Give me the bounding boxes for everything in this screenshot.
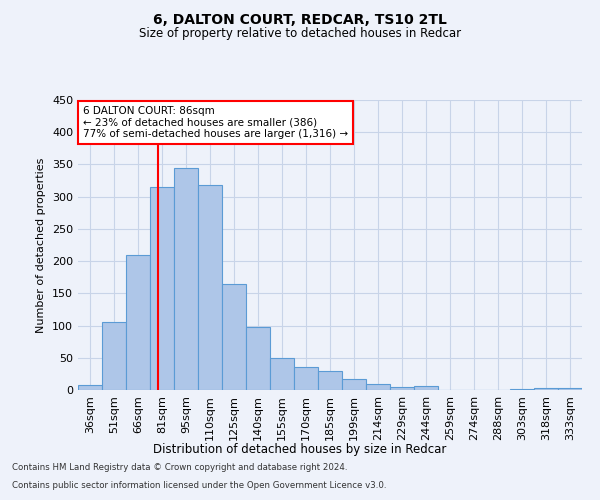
Bar bbox=[294, 368, 318, 390]
Bar bbox=[270, 358, 294, 390]
Bar bbox=[150, 187, 174, 390]
Bar bbox=[414, 386, 438, 390]
Text: Contains public sector information licensed under the Open Government Licence v3: Contains public sector information licen… bbox=[12, 481, 386, 490]
Bar bbox=[198, 185, 222, 390]
Bar bbox=[126, 254, 150, 390]
Bar bbox=[342, 379, 366, 390]
Bar bbox=[102, 322, 126, 390]
Y-axis label: Number of detached properties: Number of detached properties bbox=[37, 158, 46, 332]
Bar bbox=[174, 168, 198, 390]
Text: Contains HM Land Registry data © Crown copyright and database right 2024.: Contains HM Land Registry data © Crown c… bbox=[12, 464, 347, 472]
Text: Distribution of detached houses by size in Redcar: Distribution of detached houses by size … bbox=[154, 442, 446, 456]
Text: Size of property relative to detached houses in Redcar: Size of property relative to detached ho… bbox=[139, 28, 461, 40]
Text: 6 DALTON COURT: 86sqm
← 23% of detached houses are smaller (386)
77% of semi-det: 6 DALTON COURT: 86sqm ← 23% of detached … bbox=[83, 106, 348, 139]
Bar bbox=[246, 327, 270, 390]
Bar bbox=[222, 284, 246, 390]
Bar bbox=[534, 388, 558, 390]
Bar bbox=[78, 386, 102, 390]
Bar bbox=[318, 370, 342, 390]
Bar bbox=[558, 388, 582, 390]
Bar bbox=[366, 384, 390, 390]
Bar bbox=[510, 388, 534, 390]
Text: 6, DALTON COURT, REDCAR, TS10 2TL: 6, DALTON COURT, REDCAR, TS10 2TL bbox=[153, 12, 447, 26]
Bar bbox=[390, 387, 414, 390]
